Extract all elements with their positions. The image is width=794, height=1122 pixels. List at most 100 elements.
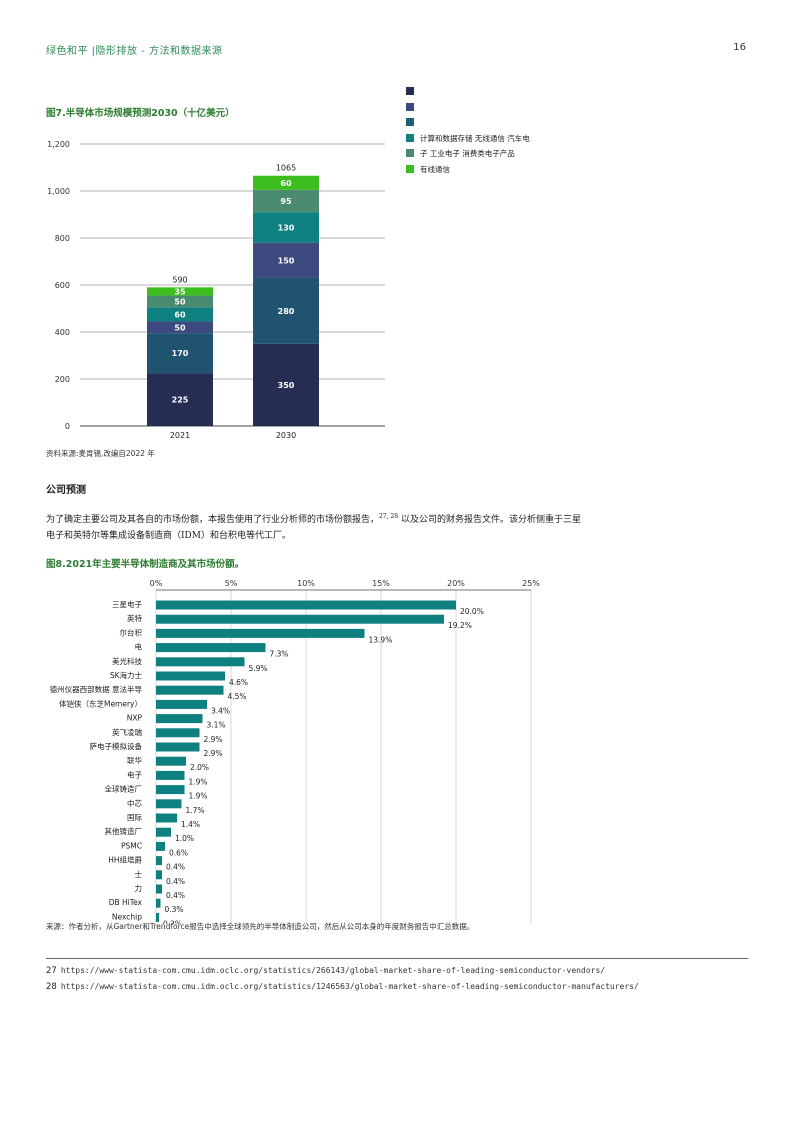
legend-swatch [406, 87, 414, 95]
bar-value-label: 4.5% [228, 692, 247, 701]
category-label: 电 [135, 642, 143, 652]
footnote-link[interactable]: https://www-statista-com.cmu.idm.oclc.or… [60, 966, 606, 975]
y-tick-label: 200 [55, 375, 70, 384]
legend-swatch [406, 133, 414, 142]
bar [156, 714, 203, 724]
category-label: 士 [135, 869, 143, 879]
bar [156, 728, 200, 738]
bar-value-label: 1.4% [181, 820, 200, 829]
bar [156, 756, 186, 766]
x-tick-label: 15% [372, 579, 390, 588]
legend-swatch [406, 149, 414, 157]
category-label: 美光科技 [112, 656, 142, 666]
bar-segment [253, 242, 319, 278]
legend-label: 有线通信 [420, 164, 450, 174]
segment-label: 280 [278, 307, 295, 316]
figure8-title: 图8.2021年主要半导体制造商及其市场份额。 [46, 559, 245, 570]
bar-value-label: 20.0% [460, 607, 484, 616]
bar [156, 643, 266, 653]
segment-label: 35 [174, 287, 186, 296]
bar-value-label: 19.2% [448, 621, 472, 630]
bar-value-label: 1.9% [189, 792, 208, 801]
bar-value-label: 1.9% [189, 777, 208, 786]
footnote-number: 28 [46, 982, 57, 992]
bar-segment [253, 277, 319, 344]
x-category-label: 2021 [170, 431, 190, 440]
bar-value-label: 3.1% [207, 721, 226, 730]
bar-value-label: 5.9% [249, 664, 268, 673]
x-tick-label: 10% [297, 579, 315, 588]
bar-value-label: 13.9% [369, 635, 393, 644]
bar-segment [147, 295, 213, 308]
x-tick-label: 20% [447, 579, 465, 588]
legend-swatch [406, 102, 414, 111]
segment-label: 130 [278, 223, 295, 232]
footnote-link[interactable]: https://www-statista-com.cmu.idm.oclc.or… [60, 982, 639, 991]
bar-value-label: 1.0% [175, 834, 194, 843]
bar-value-label: 0.2% [163, 919, 182, 924]
bar-segment [253, 212, 319, 243]
bar-segment [147, 287, 213, 296]
bar [156, 600, 456, 610]
category-label: Nexchip [112, 912, 142, 921]
category-label: 其他铸造厂 [105, 826, 143, 836]
footnote-28: 28 https://www-statista-com.cmu.idm.oclc.… [46, 982, 639, 992]
figure8-source: 来源：作者分析，从Gartner和Trendforce报告中选择全球领先的半导体… [46, 922, 475, 931]
bar [156, 856, 162, 866]
footnote-reference: 27, 28 [379, 513, 399, 520]
bar [156, 884, 162, 894]
legend-swatch [406, 164, 414, 173]
category-label: 力 [135, 883, 143, 893]
bar [156, 870, 162, 880]
segment-label: 225 [172, 396, 189, 405]
y-tick-label: 800 [55, 234, 70, 243]
bar [156, 813, 177, 823]
bar [156, 799, 182, 809]
footnote-number: 27 [46, 966, 57, 976]
bar-segment [253, 189, 319, 213]
figure7-source: 资料来源:麦肯锡,改编自2022 年 [46, 449, 155, 458]
bar-value-label: 1.7% [186, 806, 205, 815]
body-paragraph: 为了确定主要公司及其各自的市场份额，本报告使用了行业分析师的市场份额报告，27,… [46, 509, 586, 544]
y-tick-label: 1,200 [47, 140, 70, 149]
bar-value-label: 2.0% [190, 763, 209, 772]
bar [156, 614, 444, 624]
category-label: NXP [127, 714, 143, 723]
y-tick-label: 1,000 [47, 187, 70, 196]
bar-segment [147, 373, 213, 426]
segment-label: 170 [172, 349, 189, 358]
category-label: SK海力士 [110, 670, 143, 680]
bar [156, 628, 365, 638]
category-label: 国际 [127, 813, 142, 822]
bar [156, 841, 165, 851]
bar [156, 699, 207, 709]
bar-value-label: 2.9% [204, 735, 223, 744]
y-tick-label: 400 [55, 328, 70, 337]
bar-value-label: 7.3% [270, 650, 289, 659]
category-label: 电子 [127, 769, 142, 779]
category-label: 体铠侠（东芝Memery） [59, 698, 142, 708]
segment-label: 60 [280, 179, 292, 188]
bar-segment [253, 175, 319, 190]
category-label: PSMC [121, 841, 142, 850]
x-tick-label: 0% [150, 579, 163, 588]
category-label: 英特 [127, 613, 142, 623]
bar [156, 685, 224, 695]
segment-label: 95 [280, 197, 292, 206]
bar-value-label: 0.3% [165, 905, 184, 914]
footnote-divider [46, 958, 748, 959]
x-tick-label: 25% [522, 579, 540, 588]
total-label: 590 [172, 275, 187, 284]
bar-segment [147, 321, 213, 334]
figure7-title: 图7.半导体市场规模预测2030（十亿美元） [46, 108, 235, 119]
bar-value-label: 0.6% [169, 848, 188, 857]
bar-value-label: 4.6% [229, 678, 248, 687]
category-label: 德州仪器西部数据 意法半导 [50, 684, 143, 694]
bar [156, 827, 171, 837]
category-label: 全球铸造厂 [105, 784, 143, 794]
x-category-label: 2030 [276, 431, 296, 440]
page-number: 16 [733, 42, 746, 53]
total-label: 1065 [276, 164, 296, 173]
bar-segment [147, 307, 213, 322]
bar-value-label: 0.4% [166, 877, 185, 886]
